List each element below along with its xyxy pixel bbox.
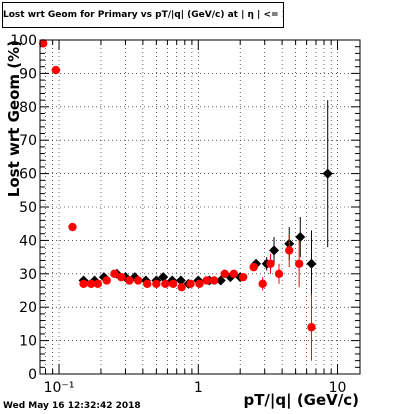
- y-axis-label: Lost wrt Geom (%): [5, 40, 23, 197]
- timestamp: Wed May 16 12:32:42 2018: [3, 401, 141, 411]
- data-point-red: [152, 279, 161, 289]
- data-point-red: [177, 282, 186, 292]
- label-layer: 0 10 20 30 40 50 60 70 80 90 100 10⁻¹ 1 10: [10, 33, 346, 396]
- data-point-red: [307, 323, 316, 332]
- data-point-red: [229, 269, 239, 278]
- data-point-red: [93, 279, 103, 289]
- data-point-red: [274, 269, 284, 278]
- data-point-red: [133, 276, 143, 285]
- data-point-red: [258, 279, 267, 289]
- data-point-red: [161, 279, 170, 289]
- data-point-red: [79, 279, 88, 289]
- y-tick-label: 90: [19, 66, 37, 82]
- data-point-black: [322, 168, 333, 179]
- x-axis-label: pT/|q| (GeV/c): [243, 391, 359, 410]
- data-point-red: [39, 39, 48, 48]
- y-tick-label: 40: [19, 233, 37, 249]
- data-point-red: [238, 272, 248, 282]
- data-point-red: [202, 276, 211, 285]
- data-point-red: [143, 279, 152, 289]
- data-point-red: [220, 269, 229, 278]
- data-point-black: [306, 258, 317, 269]
- data-point-red: [110, 269, 119, 278]
- data-point-red: [209, 276, 219, 285]
- grid-layer: [40, 40, 360, 374]
- y-tick-label: 20: [19, 300, 37, 316]
- y-tick-label: 60: [19, 167, 37, 183]
- data-point-black: [295, 232, 306, 243]
- data-point-red: [266, 259, 275, 268]
- data-point-red: [68, 222, 77, 232]
- y-tick-label: 100: [10, 33, 37, 49]
- data-point-red: [285, 246, 294, 255]
- data-point-red: [168, 279, 178, 289]
- data-point-red: [249, 262, 258, 272]
- y-tick-label: 10: [19, 334, 37, 350]
- chart-title: Lost wrt Geom for Primary vs pT/|q| (GeV…: [2, 2, 284, 28]
- data-point-red: [51, 65, 61, 75]
- y-tick-label: 80: [19, 100, 37, 116]
- data-point-black: [215, 275, 226, 286]
- data-point-black: [175, 275, 186, 286]
- data-point-red: [294, 259, 304, 268]
- y-tick-label: 30: [19, 267, 37, 283]
- data-point-red: [195, 279, 204, 289]
- plot-frame: [39, 39, 361, 375]
- data-point-red: [102, 276, 111, 285]
- x-tick-label: 10⁻¹: [44, 380, 75, 396]
- y-tick-label: 50: [19, 200, 37, 216]
- data-layer: [39, 39, 335, 361]
- y-tick-label: 0: [28, 367, 37, 383]
- x-tick-label: 1: [194, 380, 203, 396]
- data-point-red: [125, 276, 134, 285]
- y-tick-label: 70: [19, 133, 37, 149]
- data-point-red: [86, 279, 96, 289]
- data-point-red: [186, 279, 195, 289]
- x-tick-label: 10: [329, 380, 347, 396]
- data-point-red: [117, 272, 126, 282]
- data-point-black: [269, 245, 280, 256]
